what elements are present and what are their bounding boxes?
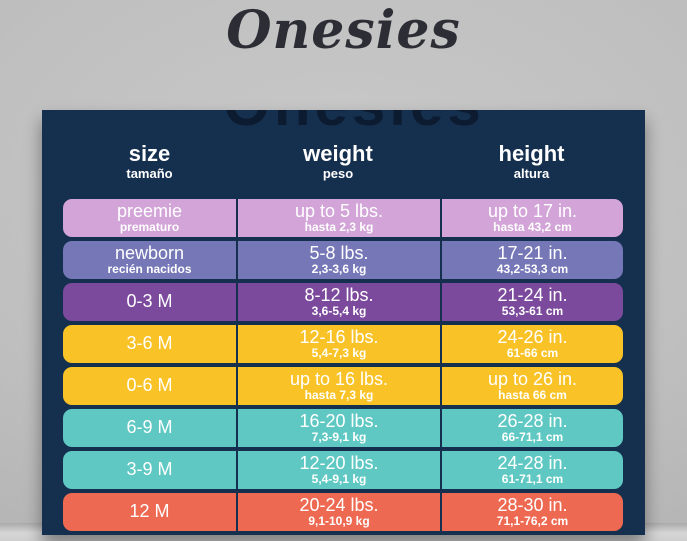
size-value: 0-6 M bbox=[126, 375, 173, 396]
weight-value: up to 16 lbs. bbox=[289, 368, 389, 389]
height-cell: up to 17 in. hasta 43,2 cm bbox=[440, 199, 623, 237]
header-weight-en: weight bbox=[303, 141, 373, 166]
weight-cell: 16-20 lbs. 7,3-9,1 kg bbox=[236, 409, 440, 447]
height-value: up to 17 in. bbox=[487, 200, 578, 221]
size-subtitle: recién nacidos bbox=[107, 262, 192, 277]
table-row: 6-9 M 16-20 lbs. 7,3-9,1 kg 26-28 in. 66… bbox=[63, 409, 623, 447]
size-cell: preemie prematuro bbox=[63, 199, 236, 237]
header-height-es: altura bbox=[513, 166, 550, 182]
header-size: size tamaño bbox=[63, 141, 236, 182]
size-cell: 3-9 M bbox=[63, 451, 236, 489]
header-height-en: height bbox=[498, 141, 565, 166]
height-subtitle: 61-71,1 cm bbox=[501, 472, 564, 487]
weight-subtitle: 5,4-9,1 kg bbox=[311, 472, 367, 487]
header-size-en: size bbox=[128, 141, 171, 166]
size-cell: 12 M bbox=[63, 493, 236, 531]
weight-value: 8-12 lbs. bbox=[304, 284, 374, 305]
table-row: 0-3 M 8-12 lbs. 3,6-5,4 kg 21-24 in. 53,… bbox=[63, 283, 623, 321]
height-subtitle: 61-66 cm bbox=[506, 346, 559, 361]
weight-subtitle: hasta 7,3 kg bbox=[304, 388, 374, 403]
size-cell: 6-9 M bbox=[63, 409, 236, 447]
height-value: 24-28 in. bbox=[497, 452, 568, 473]
size-cell: newborn recién nacidos bbox=[63, 241, 236, 279]
size-value: newborn bbox=[114, 242, 185, 263]
weight-value: 12-20 lbs. bbox=[299, 452, 379, 473]
height-cell: 24-28 in. 61-71,1 cm bbox=[440, 451, 623, 489]
table-row: preemie prematuro up to 5 lbs. hasta 2,3… bbox=[63, 199, 623, 237]
weight-subtitle: 9,1-10,9 kg bbox=[308, 514, 370, 529]
page-title: Onesies bbox=[226, 0, 461, 61]
size-chart-panel: Onesies size tamaño weight peso height a… bbox=[42, 110, 645, 535]
size-subtitle: prematuro bbox=[119, 220, 180, 235]
table-row: 12 M 20-24 lbs. 9,1-10,9 kg 28-30 in. 71… bbox=[63, 493, 623, 531]
height-value: 17-21 in. bbox=[497, 242, 568, 263]
size-cell: 0-3 M bbox=[63, 283, 236, 321]
height-value: 21-24 in. bbox=[497, 284, 568, 305]
weight-value: up to 5 lbs. bbox=[294, 200, 384, 221]
size-value: 3-6 M bbox=[126, 333, 173, 354]
weight-cell: 8-12 lbs. 3,6-5,4 kg bbox=[236, 283, 440, 321]
weight-subtitle: hasta 2,3 kg bbox=[304, 220, 374, 235]
table-row: 3-9 M 12-20 lbs. 5,4-9,1 kg 24-28 in. 61… bbox=[63, 451, 623, 489]
weight-cell: 12-20 lbs. 5,4-9,1 kg bbox=[236, 451, 440, 489]
size-value: preemie bbox=[116, 200, 183, 221]
weight-cell: up to 16 lbs. hasta 7,3 kg bbox=[236, 367, 440, 405]
table-row: newborn recién nacidos 5-8 lbs. 2,3-3,6 … bbox=[63, 241, 623, 279]
height-subtitle: hasta 43,2 cm bbox=[493, 220, 572, 235]
header-height: height altura bbox=[440, 141, 623, 182]
table-body: preemie prematuro up to 5 lbs. hasta 2,3… bbox=[63, 199, 623, 531]
header-weight-es: peso bbox=[322, 166, 354, 182]
height-cell: 26-28 in. 66-71,1 cm bbox=[440, 409, 623, 447]
height-cell: 28-30 in. 71,1-76,2 cm bbox=[440, 493, 623, 531]
height-value: 24-26 in. bbox=[497, 326, 568, 347]
weight-cell: 20-24 lbs. 9,1-10,9 kg bbox=[236, 493, 440, 531]
height-value: up to 26 in. bbox=[487, 368, 578, 389]
weight-subtitle: 7,3-9,1 kg bbox=[311, 430, 367, 445]
size-cell: 3-6 M bbox=[63, 325, 236, 363]
weight-value: 20-24 lbs. bbox=[299, 494, 379, 515]
height-cell: 21-24 in. 53,3-61 cm bbox=[440, 283, 623, 321]
size-value: 0-3 M bbox=[126, 291, 173, 312]
size-value: 12 M bbox=[129, 501, 170, 522]
weight-subtitle: 5,4-7,3 kg bbox=[311, 346, 367, 361]
weight-subtitle: 3,6-5,4 kg bbox=[311, 304, 367, 319]
size-value: 6-9 M bbox=[126, 417, 173, 438]
ghost-title: Onesies bbox=[223, 110, 484, 139]
height-cell: 17-21 in. 43,2-53,3 cm bbox=[440, 241, 623, 279]
weight-value: 12-16 lbs. bbox=[299, 326, 379, 347]
weight-cell: 12-16 lbs. 5,4-7,3 kg bbox=[236, 325, 440, 363]
height-subtitle: 53,3-61 cm bbox=[501, 304, 564, 319]
height-cell: 24-26 in. 61-66 cm bbox=[440, 325, 623, 363]
height-subtitle: hasta 66 cm bbox=[498, 388, 567, 403]
weight-value: 16-20 lbs. bbox=[299, 410, 379, 431]
height-subtitle: 71,1-76,2 cm bbox=[496, 514, 569, 529]
height-cell: up to 26 in. hasta 66 cm bbox=[440, 367, 623, 405]
table-header-row: size tamaño weight peso height altura bbox=[63, 141, 623, 182]
header-weight: weight peso bbox=[236, 141, 440, 182]
header-size-es: tamaño bbox=[126, 166, 173, 182]
height-value: 26-28 in. bbox=[497, 410, 568, 431]
weight-subtitle: 2,3-3,6 kg bbox=[311, 262, 367, 277]
table-row: 3-6 M 12-16 lbs. 5,4-7,3 kg 24-26 in. 61… bbox=[63, 325, 623, 363]
table-row: 0-6 M up to 16 lbs. hasta 7,3 kg up to 2… bbox=[63, 367, 623, 405]
weight-value: 5-8 lbs. bbox=[309, 242, 369, 263]
size-value: 3-9 M bbox=[126, 459, 173, 480]
weight-cell: 5-8 lbs. 2,3-3,6 kg bbox=[236, 241, 440, 279]
height-value: 28-30 in. bbox=[497, 494, 568, 515]
height-subtitle: 66-71,1 cm bbox=[501, 430, 564, 445]
weight-cell: up to 5 lbs. hasta 2,3 kg bbox=[236, 199, 440, 237]
height-subtitle: 43,2-53,3 cm bbox=[496, 262, 569, 277]
size-cell: 0-6 M bbox=[63, 367, 236, 405]
